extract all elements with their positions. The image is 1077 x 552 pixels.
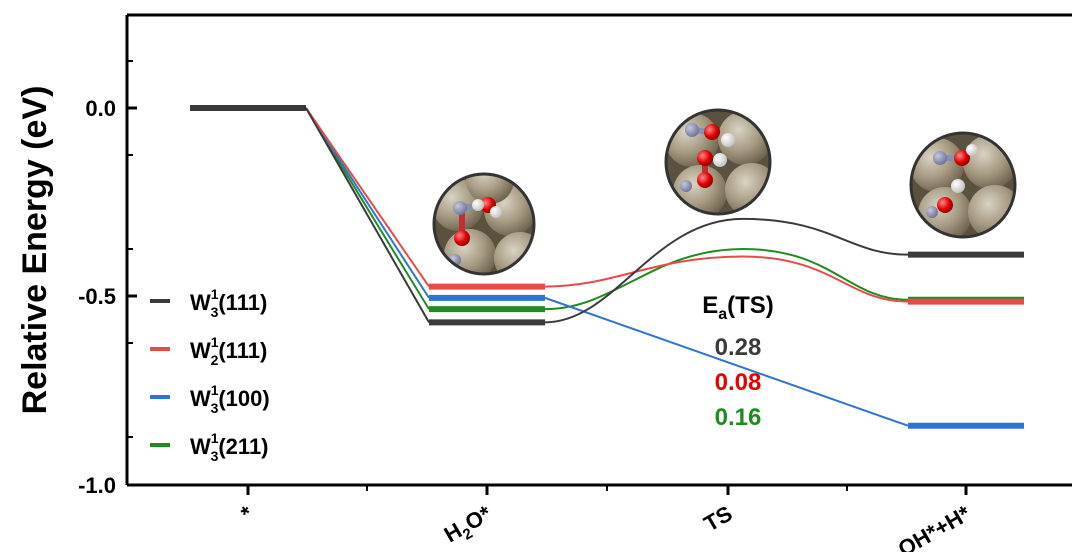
y-axis-ticks: 0.0 -0.5 -1.0 [78,60,137,498]
ea-value: 0.08 [715,369,762,396]
y-tick-label: 0.0 [85,96,116,121]
legend-label: W1 2(111) [190,334,267,368]
legend-label: W1 3(211) [190,430,269,464]
connector-dissociation [544,296,909,427]
legend: W1 3(111) W1 2(111) W1 3(100) W1 3(211) [150,286,270,464]
y-tick-label: -0.5 [78,284,116,309]
ea-value: 0.28 [715,334,762,361]
ts-curve [544,255,909,303]
y-axis-label: Relative Energy (eV) [16,86,54,415]
structure-inset-h2o [432,172,536,276]
structure-inset-oh-h [909,131,1017,239]
x-tick-label: * [237,500,257,526]
connector-adsorption [305,107,430,310]
series-2 [190,105,1024,429]
activation-energy-table: Ea(TS) 0.28 0.08 0.16 [702,292,774,431]
series-0 [190,105,1024,326]
ts-curve [544,217,909,324]
connector-adsorption [305,107,430,288]
structure-inset-ts [664,108,772,216]
series-layer [190,105,1024,429]
legend-label: W1 3(100) [190,382,270,416]
x-axis-ticks: * H2O* TS OH*+H* [237,485,975,552]
ea-value: 0.16 [715,404,762,431]
ts-curve [544,247,909,311]
x-tick-label: OH*+H* [894,500,975,552]
series-1 [190,105,1024,305]
x-tick-label: TS [700,501,737,537]
legend-label: W1 3(111) [190,286,267,320]
connector-adsorption [305,107,430,299]
x-tick-label: H2O* [440,500,499,551]
ea-header: Ea(TS) [702,292,774,323]
y-tick-label: -1.0 [78,473,116,498]
plot-frame [125,13,1072,487]
connector-adsorption [305,107,430,323]
